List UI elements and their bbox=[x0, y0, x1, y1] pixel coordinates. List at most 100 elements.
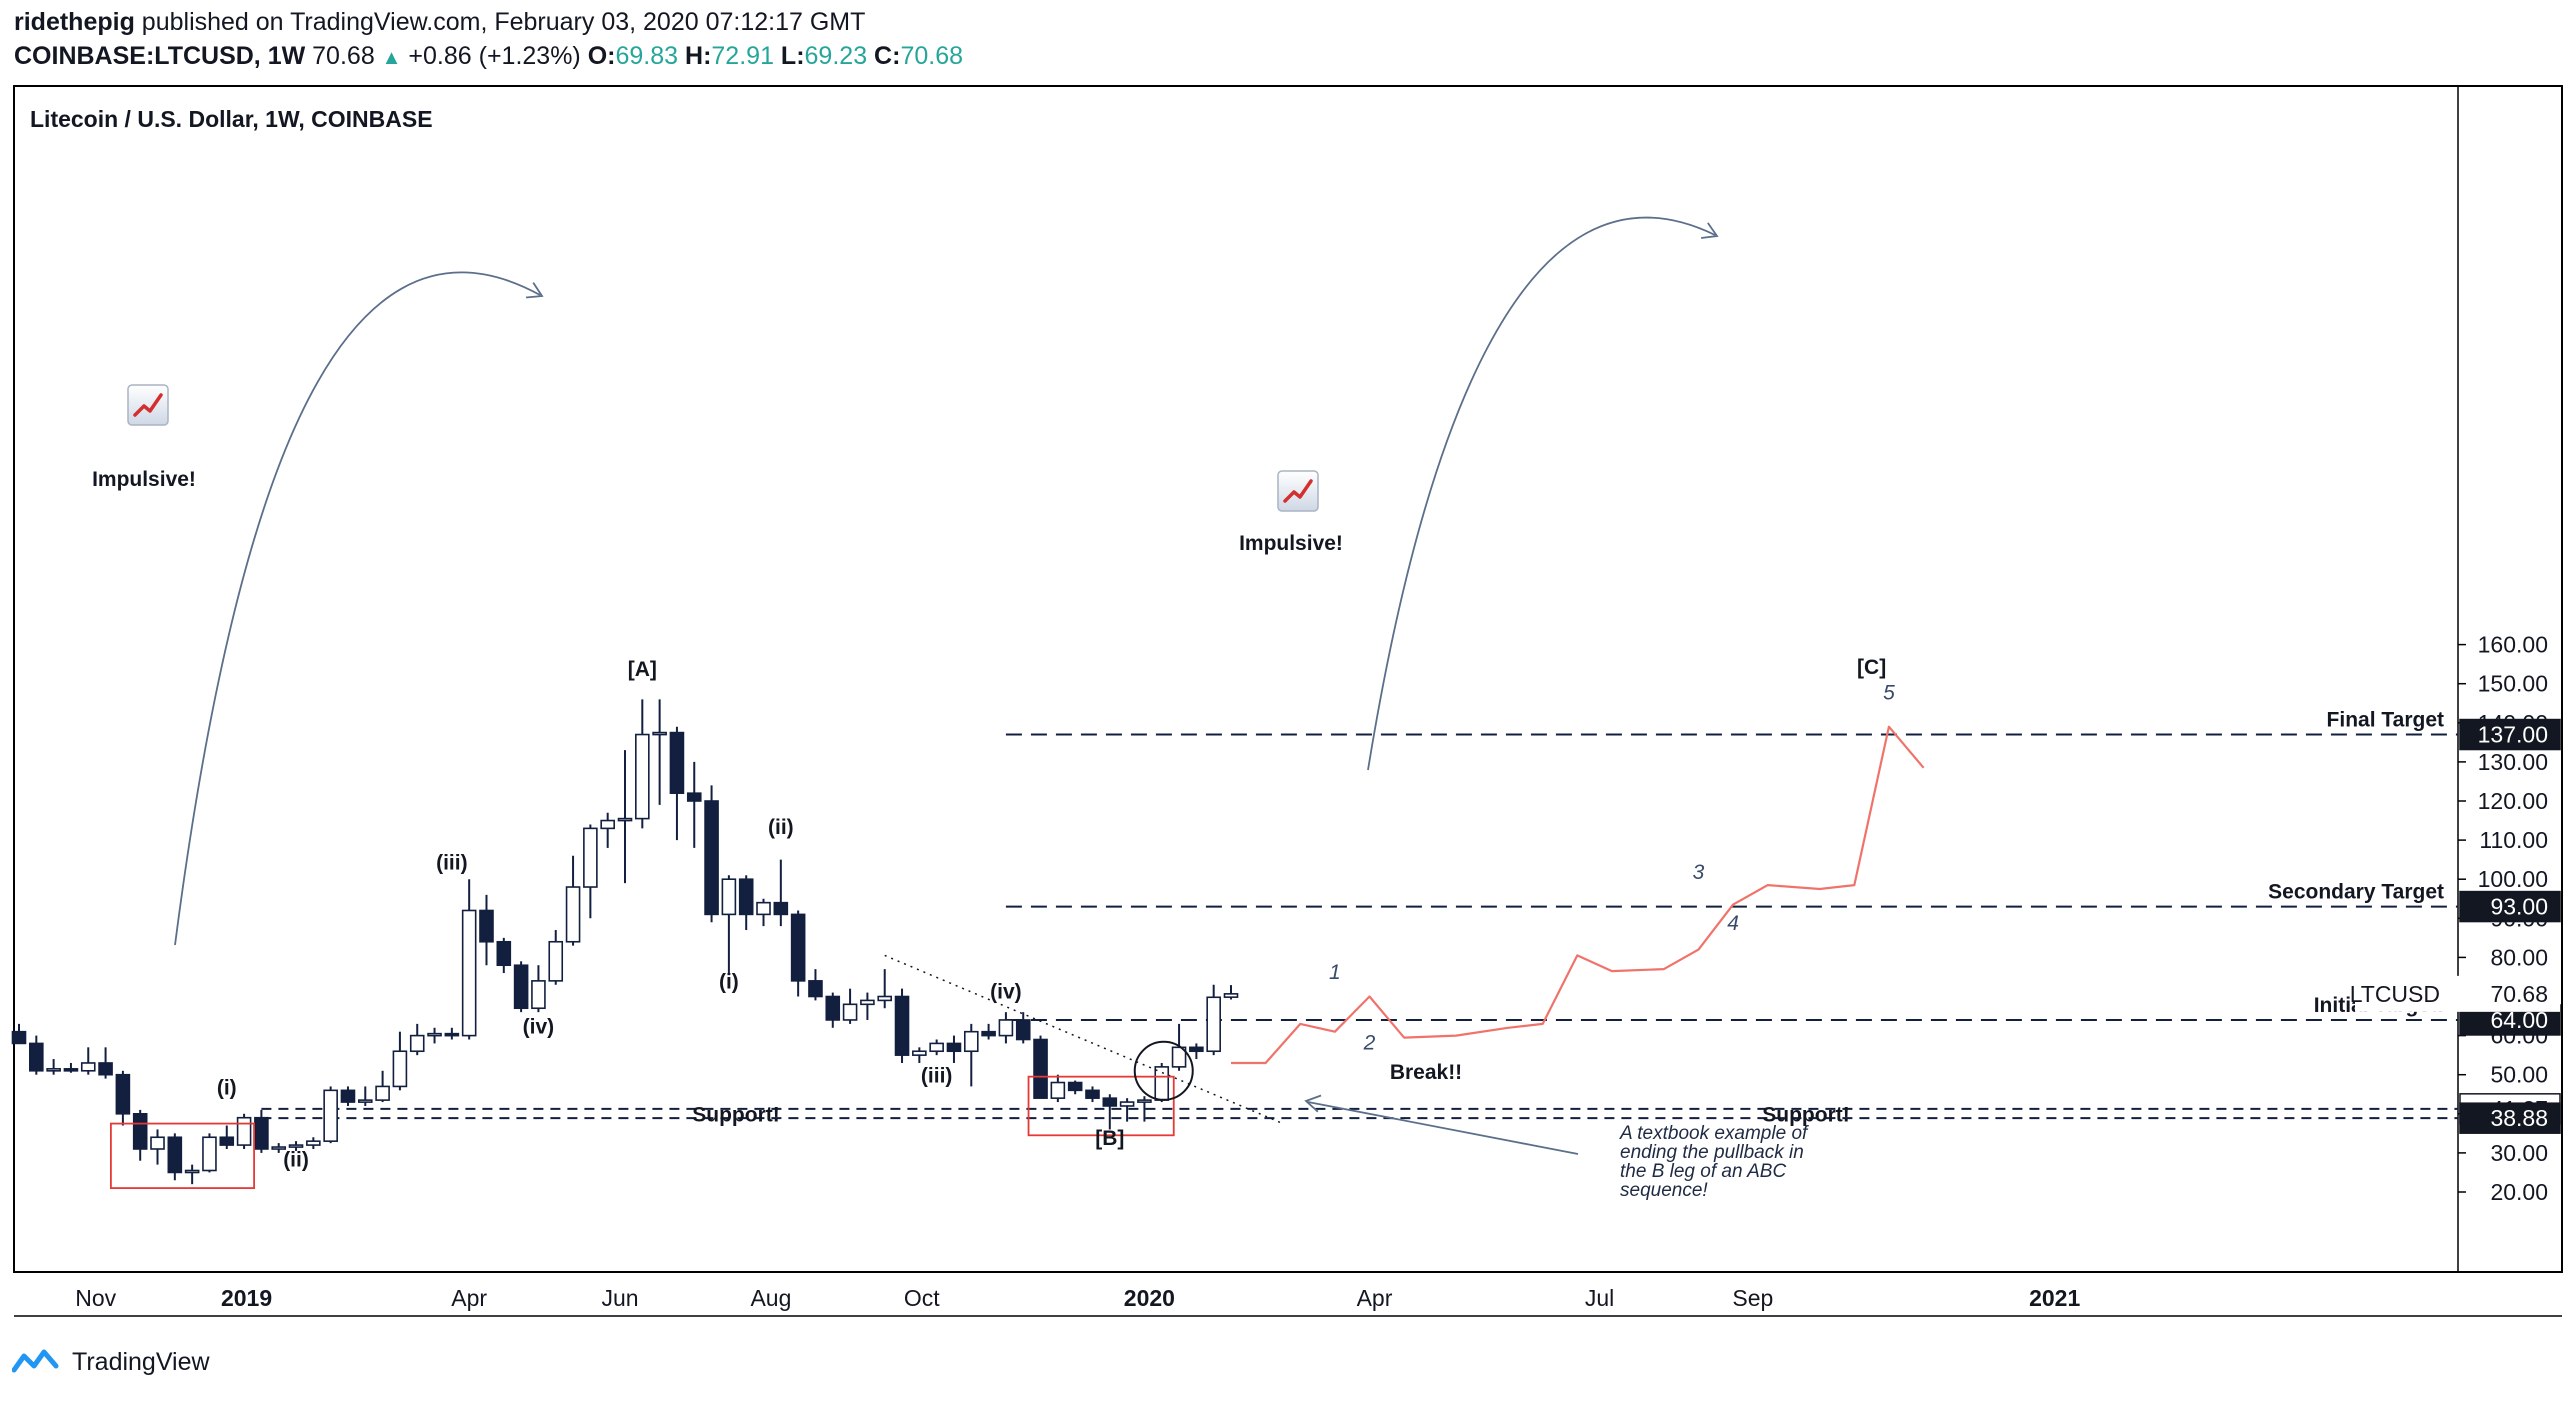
candle bbox=[1119, 1098, 1135, 1122]
candle bbox=[600, 812, 615, 848]
author-name[interactable]: ridethepig bbox=[14, 8, 135, 36]
y-tick-label: 120.00 bbox=[2478, 788, 2548, 814]
wave-label: (ii) bbox=[283, 1149, 309, 1172]
candle-bull bbox=[1137, 1099, 1152, 1103]
candle bbox=[444, 1027, 460, 1040]
candle-bull bbox=[288, 1144, 304, 1148]
candle-bull bbox=[1171, 1046, 1187, 1068]
impulse-icon-frame bbox=[1277, 470, 1319, 512]
candle-bear bbox=[132, 1113, 148, 1150]
candle-bear bbox=[513, 964, 529, 1010]
support-lower-tag bbox=[2459, 1102, 2561, 1134]
candle bbox=[427, 1027, 442, 1044]
candle-bull bbox=[842, 1003, 858, 1021]
note-text-line: ending the pullback in bbox=[1620, 1142, 1804, 1163]
note-text-line: the B leg of an ABC bbox=[1620, 1161, 1786, 1182]
candle bbox=[981, 1023, 996, 1040]
final-target-label: Final Target bbox=[2327, 709, 2444, 732]
candle bbox=[29, 1035, 44, 1075]
candle-bull bbox=[617, 817, 633, 822]
candle bbox=[409, 1023, 425, 1056]
candle-bull bbox=[150, 1136, 165, 1150]
candle bbox=[392, 1031, 408, 1091]
wave-label: 3 bbox=[1693, 861, 1705, 884]
candle bbox=[583, 824, 598, 919]
candle bbox=[531, 965, 546, 1013]
wave-label: [B] bbox=[1095, 1127, 1124, 1150]
candle-bull bbox=[236, 1116, 252, 1146]
candle bbox=[617, 750, 633, 884]
last-price-value: 70.68 bbox=[2490, 981, 2548, 1007]
tradingview-footer[interactable]: TradingView bbox=[12, 1346, 210, 1378]
candle bbox=[998, 1012, 1014, 1044]
low-label: L: bbox=[780, 42, 805, 70]
candle-bear bbox=[1067, 1081, 1083, 1092]
candle-bull bbox=[306, 1140, 321, 1146]
candle-bear bbox=[1102, 1097, 1118, 1107]
candle bbox=[202, 1133, 217, 1173]
candle-bear bbox=[894, 995, 910, 1056]
candle-bull bbox=[184, 1169, 200, 1174]
wave-label: (i) bbox=[719, 971, 739, 994]
candle-bear bbox=[340, 1089, 356, 1103]
candle-bear bbox=[479, 909, 494, 943]
x-tick-label: 2019 bbox=[221, 1285, 272, 1311]
candle bbox=[669, 726, 685, 841]
wave-label: (i) bbox=[217, 1076, 237, 1099]
tradingview-logo-icon bbox=[12, 1349, 59, 1373]
candle-bull bbox=[912, 1050, 927, 1056]
wave-label: 4 bbox=[1727, 912, 1739, 935]
arc-arrow-2-head bbox=[1701, 222, 1719, 239]
candle bbox=[929, 1039, 944, 1056]
open-value: 69.83 bbox=[615, 42, 679, 70]
wave-label: 1 bbox=[1329, 961, 1341, 984]
candle bbox=[1154, 1062, 1170, 1103]
candle bbox=[11, 1023, 27, 1045]
y-tick-label: 20.00 bbox=[2490, 1179, 2548, 1205]
final-target-tag bbox=[2459, 718, 2561, 751]
impulse-icon-line bbox=[133, 393, 163, 417]
arc-arrow-2 bbox=[1367, 216, 1716, 771]
x-tick-label: Jul bbox=[1585, 1285, 1614, 1311]
candle bbox=[98, 1047, 113, 1079]
note-text-line: A textbook example of bbox=[1619, 1123, 1809, 1144]
candle-bear bbox=[115, 1073, 131, 1115]
candle-bull bbox=[756, 901, 771, 916]
close-value: 70.68 bbox=[900, 42, 963, 70]
close-label: C: bbox=[874, 42, 901, 70]
candle-bull bbox=[721, 878, 737, 916]
note-text-line: sequence! bbox=[1620, 1180, 1708, 1201]
wave-label: [C] bbox=[1857, 656, 1886, 679]
wave-label: 2 bbox=[1363, 1031, 1376, 1054]
candle-bull bbox=[531, 980, 546, 1010]
y-tick-label: 150.00 bbox=[2478, 671, 2548, 697]
candle-bull bbox=[998, 1019, 1014, 1037]
candle-bull bbox=[1050, 1081, 1066, 1099]
candle-bull bbox=[202, 1136, 217, 1172]
candle bbox=[80, 1047, 96, 1075]
secondary-target-tag-text: 93.00 bbox=[2490, 894, 2548, 920]
candle-bear bbox=[808, 980, 823, 998]
candle-bull bbox=[461, 909, 477, 1037]
candle bbox=[63, 1062, 79, 1073]
last-price: 70.68 bbox=[312, 42, 375, 70]
candle bbox=[375, 1070, 390, 1103]
candle bbox=[1206, 984, 1221, 1056]
candle bbox=[167, 1133, 183, 1181]
candle bbox=[357, 1086, 373, 1106]
candle bbox=[704, 785, 719, 923]
break-label: Break!! bbox=[1390, 1061, 1462, 1084]
candle-bear bbox=[981, 1030, 996, 1037]
candle bbox=[635, 699, 650, 829]
candle-bear bbox=[219, 1136, 235, 1146]
y-tick-label: 160.00 bbox=[2478, 632, 2548, 658]
published-text: published on TradingView.com, February 0… bbox=[141, 8, 866, 36]
x-tick-label: Apr bbox=[451, 1285, 487, 1311]
candle-bear bbox=[254, 1116, 269, 1150]
candle bbox=[912, 1047, 927, 1063]
wave-label: (iii) bbox=[921, 1065, 953, 1088]
b-leg-box bbox=[1027, 1075, 1175, 1137]
candle bbox=[1102, 1094, 1118, 1130]
candle bbox=[1085, 1086, 1100, 1103]
